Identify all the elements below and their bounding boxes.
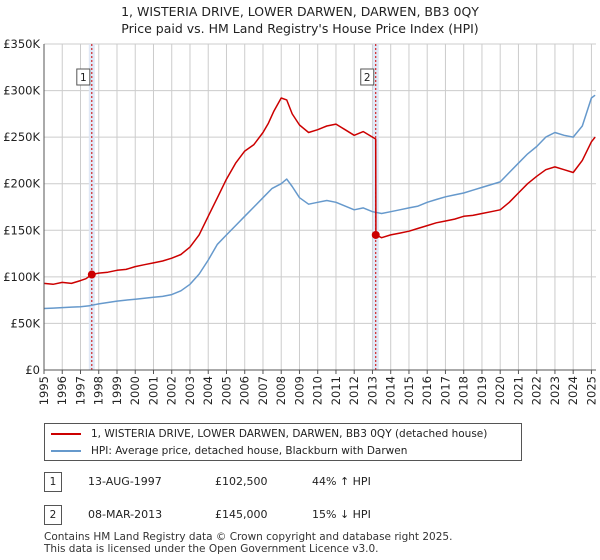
sale-number-label: 2 — [364, 72, 371, 84]
axes: £0 £50K £100K £150K £200K £250K £300K £350K 1995… — [3, 37, 598, 405]
x-tick-label: 2025 — [584, 376, 598, 405]
x-tick-label: 2008 — [274, 376, 288, 405]
x-tick-label: 1997 — [73, 376, 87, 405]
legend-swatch-property — [51, 433, 81, 435]
sale-hpi-diff: 15% ↓ HPI — [312, 508, 371, 521]
series-line-property — [43, 97, 596, 286]
x-tick-label: 2018 — [457, 376, 471, 405]
x-tick-label: 2020 — [493, 376, 507, 405]
y-tick-label: £300K — [3, 84, 40, 98]
x-tick-label: 2006 — [238, 376, 252, 405]
series-lines — [43, 94, 596, 310]
y-tick-label: £50K — [11, 316, 41, 330]
x-tick-label: 2014 — [384, 376, 398, 405]
chart-title: 1, WISTERIA DRIVE, LOWER DARWEN, DARWEN,… — [121, 4, 479, 19]
x-tick-label: 2015 — [402, 376, 416, 405]
y-tick-label: £150K — [3, 223, 40, 237]
x-tick-label: 2003 — [183, 376, 197, 405]
legend-label-hpi: HPI: Average price, detached house, Blac… — [91, 445, 408, 457]
legend: 1, WISTERIA DRIVE, LOWER DARWEN, DARWEN,… — [44, 423, 522, 461]
legend-item-hpi: HPI: Average price, detached house, Blac… — [51, 443, 407, 459]
footer-copyright: Contains HM Land Registry data © Crown c… — [44, 531, 453, 543]
footer-licence: This data is licensed under the Open Gov… — [44, 543, 379, 555]
x-tick-label: 2024 — [566, 376, 580, 405]
y-tick-label: £100K — [3, 270, 40, 284]
x-tick-label: 1995 — [37, 376, 51, 405]
sale-point — [371, 230, 380, 239]
sale-number-badge: 2 — [44, 505, 62, 525]
footer: Contains HM Land Registry data © Crown c… — [44, 531, 452, 555]
x-tick-label: 2012 — [347, 376, 361, 405]
sale-row: 2 08-MAR-2013 £145,000 15% ↓ HPI — [40, 505, 560, 525]
y-tick-label: £0 — [25, 363, 40, 377]
x-tick-label: 2005 — [219, 376, 233, 405]
legend-label-property: 1, WISTERIA DRIVE, LOWER DARWEN, DARWEN,… — [91, 428, 488, 440]
x-tick-label: 1996 — [55, 376, 69, 405]
x-tick-label: 2010 — [311, 376, 325, 405]
x-tick-label: 2002 — [165, 376, 179, 405]
sale-number-label: 1 — [80, 72, 87, 84]
sale-point — [87, 270, 96, 279]
x-tick-label: 2000 — [128, 376, 142, 405]
x-tick-label: 2013 — [365, 376, 379, 405]
y-tick-label: £250K — [3, 130, 40, 144]
sale-date: 08-MAR-2013 — [88, 508, 163, 521]
plot-area — [44, 44, 596, 370]
sale-price: £145,000 — [215, 508, 268, 521]
y-tick-label: £200K — [3, 177, 40, 191]
x-tick-label: 2001 — [146, 376, 160, 405]
x-tick-label: 2011 — [329, 376, 343, 405]
x-tick-label: 2017 — [438, 376, 452, 405]
x-tick-label: 2022 — [530, 376, 544, 405]
y-tick-label: £350K — [3, 37, 40, 51]
sale-hpi-diff: 44% ↑ HPI — [312, 475, 371, 488]
x-tick-label: 2016 — [420, 376, 434, 405]
x-tick-label: 2007 — [256, 376, 270, 405]
x-tick-label: 2023 — [548, 376, 562, 405]
sale-price: £102,500 — [215, 475, 268, 488]
x-tick-label: 1998 — [92, 376, 106, 405]
price-chart: £0 £50K £100K £150K £200K £250K £300K £350K 1995… — [3, 37, 598, 405]
x-tick-label: 2019 — [475, 376, 489, 405]
legend-item-property: 1, WISTERIA DRIVE, LOWER DARWEN, DARWEN,… — [51, 426, 487, 442]
sale-date: 13-AUG-1997 — [88, 475, 162, 488]
grid — [43, 43, 596, 371]
sale-number-badge: 1 — [44, 472, 62, 492]
x-tick-label: 2004 — [201, 376, 215, 405]
sale-number-box — [76, 68, 91, 86]
sale-band — [88, 44, 95, 370]
x-tick-label: 1999 — [110, 376, 124, 405]
sale-number-box — [360, 68, 375, 86]
chart-subtitle: Price paid vs. HM Land Registry's House … — [121, 21, 479, 36]
sale-row: 1 13-AUG-1997 £102,500 44% ↑ HPI — [40, 472, 560, 492]
x-tick-label: 2021 — [511, 376, 525, 405]
legend-swatch-hpi — [51, 450, 81, 452]
series-line-hpi — [43, 94, 596, 310]
x-tick-label: 2009 — [292, 376, 306, 405]
